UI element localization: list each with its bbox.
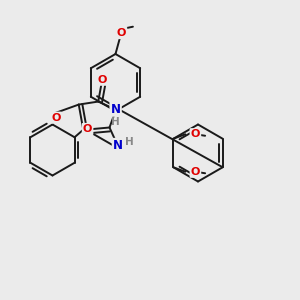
Text: O: O [117,28,126,38]
Text: H: H [125,136,134,147]
Text: H: H [111,118,120,128]
Text: O: O [97,75,106,85]
Text: O: O [83,124,92,134]
Text: O: O [52,113,61,123]
Text: N: N [113,139,123,152]
Text: O: O [191,129,200,139]
Text: O: O [191,167,200,177]
Text: N: N [111,103,121,116]
